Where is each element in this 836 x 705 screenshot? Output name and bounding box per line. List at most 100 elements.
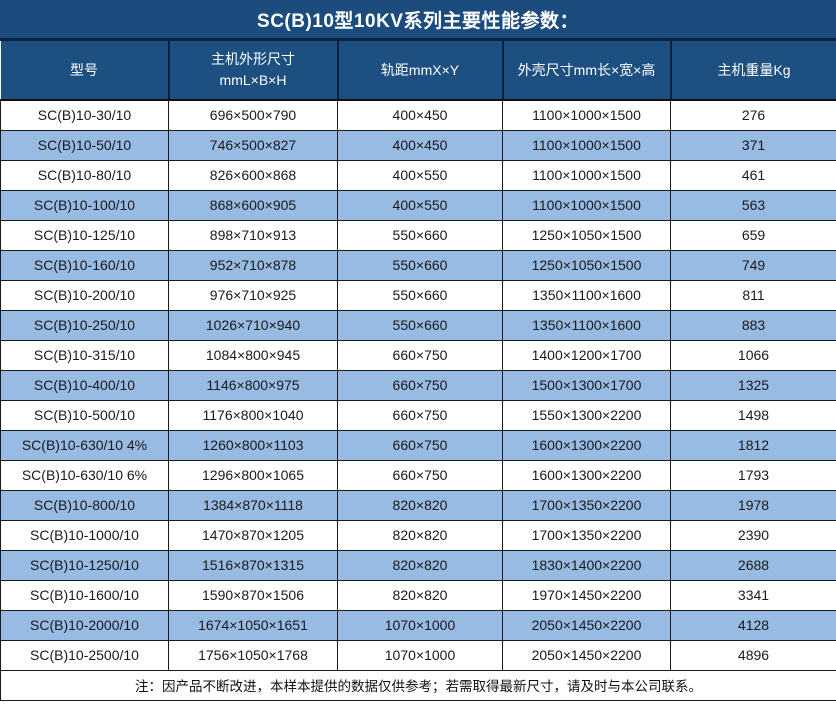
- table-cell: 1400×1200×1700: [503, 340, 671, 370]
- table-cell: SC(B)10-1600/10: [1, 580, 169, 610]
- table-cell: 1176×800×1040: [169, 400, 338, 430]
- spec-table: 型号 主机外形尺寸 mmL×B×H 轨距mmX×Y 外壳尺寸mm长×宽×高 主机…: [0, 41, 836, 701]
- table-cell: 1498: [671, 400, 836, 430]
- table-cell: 1146×800×975: [169, 370, 338, 400]
- table-cell: 1384×870×1118: [169, 490, 338, 520]
- table-cell: SC(B)10-2500/10: [1, 640, 169, 670]
- table-row: SC(B)10-1250/101516×870×1315820×8201830×…: [1, 550, 836, 580]
- table-cell: 1500×1300×1700: [503, 370, 671, 400]
- table-cell: 4128: [671, 610, 836, 640]
- table-cell: SC(B)10-630/10 6%: [1, 460, 169, 490]
- table-cell: 660×750: [338, 460, 503, 490]
- table-row: SC(B)10-250/101026×710×940550×6601350×11…: [1, 310, 836, 340]
- table-cell: 1700×1350×2200: [503, 520, 671, 550]
- header-host-dimensions: 主机外形尺寸 mmL×B×H: [169, 41, 338, 100]
- table-cell: 660×750: [338, 430, 503, 460]
- table-cell: 1674×1050×1651: [169, 610, 338, 640]
- table-cell: 550×660: [338, 310, 503, 340]
- table-row: SC(B)10-2000/101674×1050×16511070×100020…: [1, 610, 836, 640]
- table-body: SC(B)10-30/10696×500×790400×4501100×1000…: [1, 100, 836, 670]
- table-cell: 4896: [671, 640, 836, 670]
- table-cell: 400×450: [338, 130, 503, 160]
- table-row: SC(B)10-160/10952×710×878550×6601250×105…: [1, 250, 836, 280]
- header-host-dimensions-unit: mmL×B×H: [172, 70, 335, 91]
- table-cell: 811: [671, 280, 836, 310]
- table-row: SC(B)10-800/101384×870×1118820×8201700×1…: [1, 490, 836, 520]
- table-cell: 1250×1050×1500: [503, 220, 671, 250]
- table-row: SC(B)10-630/10 6%1296×800×1065660×750160…: [1, 460, 836, 490]
- table-cell: SC(B)10-500/10: [1, 400, 169, 430]
- table-cell: 276: [671, 100, 836, 130]
- footnote: 注：因产品不断改进，本样本提供的数据仅供参考；若需取得最新尺寸，请及时与本公司联…: [1, 670, 836, 700]
- table-cell: 550×660: [338, 280, 503, 310]
- footnote-row: 注：因产品不断改进，本样本提供的数据仅供参考；若需取得最新尺寸，请及时与本公司联…: [1, 670, 836, 700]
- table-cell: 1084×800×945: [169, 340, 338, 370]
- table-cell: 1070×1000: [338, 610, 503, 640]
- table-cell: 976×710×925: [169, 280, 338, 310]
- table-cell: 1600×1300×2200: [503, 460, 671, 490]
- table-cell: 883: [671, 310, 836, 340]
- table-row: SC(B)10-30/10696×500×790400×4501100×1000…: [1, 100, 836, 130]
- table-row: SC(B)10-1600/101590×870×1506820×8201970×…: [1, 580, 836, 610]
- header-weight: 主机重量Kg: [671, 41, 836, 100]
- table-cell: SC(B)10-400/10: [1, 370, 169, 400]
- table-cell: 1026×710×940: [169, 310, 338, 340]
- spec-sheet: SC(B)10型10KV系列主要性能参数： 型号 主机外形尺寸 mmL×B×H …: [0, 0, 836, 705]
- table-cell: 1812: [671, 430, 836, 460]
- table-cell: 820×820: [338, 550, 503, 580]
- table-cell: 660×750: [338, 370, 503, 400]
- table-row: SC(B)10-2500/101756×1050×17681070×100020…: [1, 640, 836, 670]
- table-cell: SC(B)10-50/10: [1, 130, 169, 160]
- table-cell: 550×660: [338, 220, 503, 250]
- header-shell-size: 外壳尺寸mm长×宽×高: [503, 41, 671, 100]
- table-cell: 2688: [671, 550, 836, 580]
- table-row: SC(B)10-400/101146×800×975660×7501500×13…: [1, 370, 836, 400]
- table-cell: 1350×1100×1600: [503, 280, 671, 310]
- table-cell: SC(B)10-250/10: [1, 310, 169, 340]
- header-host-dimensions-label: 主机外形尺寸: [172, 49, 335, 70]
- table-cell: 820×820: [338, 490, 503, 520]
- table-cell: SC(B)10-30/10: [1, 100, 169, 130]
- header-rail-gauge: 轨距mmX×Y: [338, 41, 503, 100]
- table-cell: SC(B)10-630/10 4%: [1, 430, 169, 460]
- table-cell: 826×600×868: [169, 160, 338, 190]
- table-row: SC(B)10-315/101084×800×945660×7501400×12…: [1, 340, 836, 370]
- table-row: SC(B)10-125/10898×710×913550×6601250×105…: [1, 220, 836, 250]
- table-cell: 1250×1050×1500: [503, 250, 671, 280]
- table-cell: 1470×870×1205: [169, 520, 338, 550]
- table-cell: 550×660: [338, 250, 503, 280]
- table-cell: 952×710×878: [169, 250, 338, 280]
- table-cell: 3341: [671, 580, 836, 610]
- table-cell: 400×450: [338, 100, 503, 130]
- table-cell: SC(B)10-315/10: [1, 340, 169, 370]
- table-cell: 868×600×905: [169, 190, 338, 220]
- table-cell: SC(B)10-800/10: [1, 490, 169, 520]
- page-title: SC(B)10型10KV系列主要性能参数：: [0, 0, 836, 41]
- table-cell: SC(B)10-200/10: [1, 280, 169, 310]
- table-cell: 749: [671, 250, 836, 280]
- table-cell: 1700×1350×2200: [503, 490, 671, 520]
- table-cell: 400×550: [338, 160, 503, 190]
- table-cell: SC(B)10-1000/10: [1, 520, 169, 550]
- table-cell: 820×820: [338, 520, 503, 550]
- table-cell: 1970×1450×2200: [503, 580, 671, 610]
- table-cell: 1070×1000: [338, 640, 503, 670]
- table-cell: 563: [671, 190, 836, 220]
- table-row: SC(B)10-100/10868×600×905400×5501100×100…: [1, 190, 836, 220]
- table-cell: 746×500×827: [169, 130, 338, 160]
- table-cell: 1100×1000×1500: [503, 160, 671, 190]
- table-cell: 1590×870×1506: [169, 580, 338, 610]
- table-cell: 820×820: [338, 580, 503, 610]
- table-cell: 1978: [671, 490, 836, 520]
- table-cell: 1350×1100×1600: [503, 310, 671, 340]
- table-cell: 1325: [671, 370, 836, 400]
- table-cell: SC(B)10-160/10: [1, 250, 169, 280]
- table-cell: 2050×1450×2200: [503, 640, 671, 670]
- table-cell: 659: [671, 220, 836, 250]
- table-cell: 1600×1300×2200: [503, 430, 671, 460]
- table-row: SC(B)10-50/10746×500×827400×4501100×1000…: [1, 130, 836, 160]
- table-cell: 660×750: [338, 400, 503, 430]
- table-cell: 660×750: [338, 340, 503, 370]
- table-cell: 371: [671, 130, 836, 160]
- table-cell: SC(B)10-1250/10: [1, 550, 169, 580]
